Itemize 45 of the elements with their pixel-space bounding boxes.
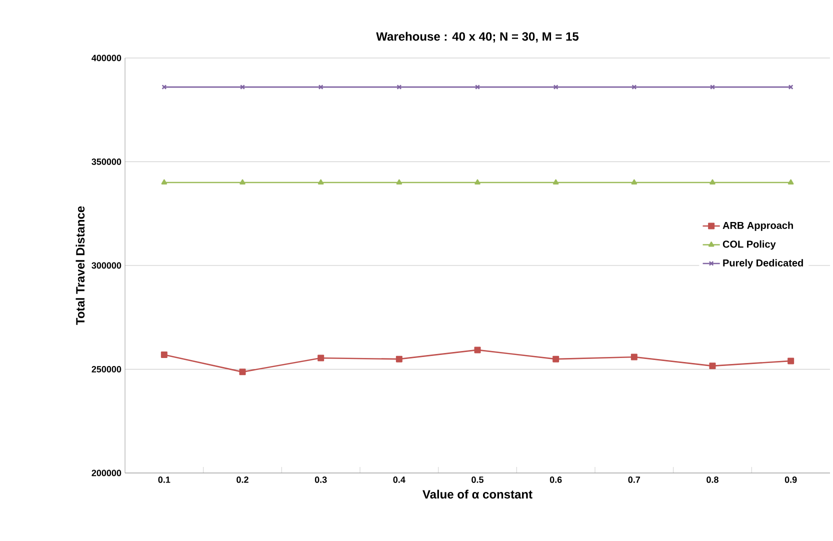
x-axis-title: Value of α constant xyxy=(422,490,532,499)
x-tick-label: 0.1 xyxy=(158,476,170,483)
point xyxy=(475,84,480,90)
point xyxy=(710,84,715,90)
x-tick-label: 0.5 xyxy=(472,476,484,483)
y-tick-label: 250000 xyxy=(92,366,122,372)
point xyxy=(318,354,324,362)
legend-label: ARB Approach xyxy=(722,222,793,231)
y-tick-label: 350000 xyxy=(92,158,122,165)
point xyxy=(631,179,638,184)
y-axis-title: Total Travel Distance xyxy=(76,206,85,325)
point xyxy=(240,84,245,90)
point xyxy=(788,358,794,364)
legend-label: Purely Dedicated xyxy=(723,259,803,268)
point xyxy=(788,179,794,184)
point xyxy=(710,179,716,184)
x-tick-label: 0.3 xyxy=(314,476,327,483)
point xyxy=(552,356,560,362)
chart-title: Warehouse : 40 x 40; N = 30, M = 15 xyxy=(376,32,579,42)
point xyxy=(709,362,716,370)
point xyxy=(632,84,637,90)
point xyxy=(318,179,324,184)
x-tick-label: 0.4 xyxy=(393,476,406,483)
point xyxy=(474,346,481,354)
y-tick-label: 200000 xyxy=(92,470,122,476)
point xyxy=(161,179,168,184)
legend-label: COL Policy xyxy=(722,240,776,250)
point xyxy=(552,179,559,184)
point xyxy=(239,368,246,376)
point xyxy=(160,351,168,358)
point xyxy=(318,84,324,90)
point xyxy=(396,356,402,362)
x-tick-label: 0.2 xyxy=(236,476,248,483)
point xyxy=(396,84,402,90)
point xyxy=(396,179,402,184)
point xyxy=(553,84,558,90)
y-tick-label: 400000 xyxy=(92,54,122,62)
x-tick-label: 0.9 xyxy=(784,476,797,483)
point xyxy=(474,179,480,184)
y-tick-label: 300000 xyxy=(92,262,122,269)
point xyxy=(240,179,246,184)
x-tick-label: 0.8 xyxy=(706,476,718,483)
x-tick-label: 0.7 xyxy=(628,476,640,483)
x-tick-label: 0.6 xyxy=(550,476,562,483)
point xyxy=(630,354,638,360)
